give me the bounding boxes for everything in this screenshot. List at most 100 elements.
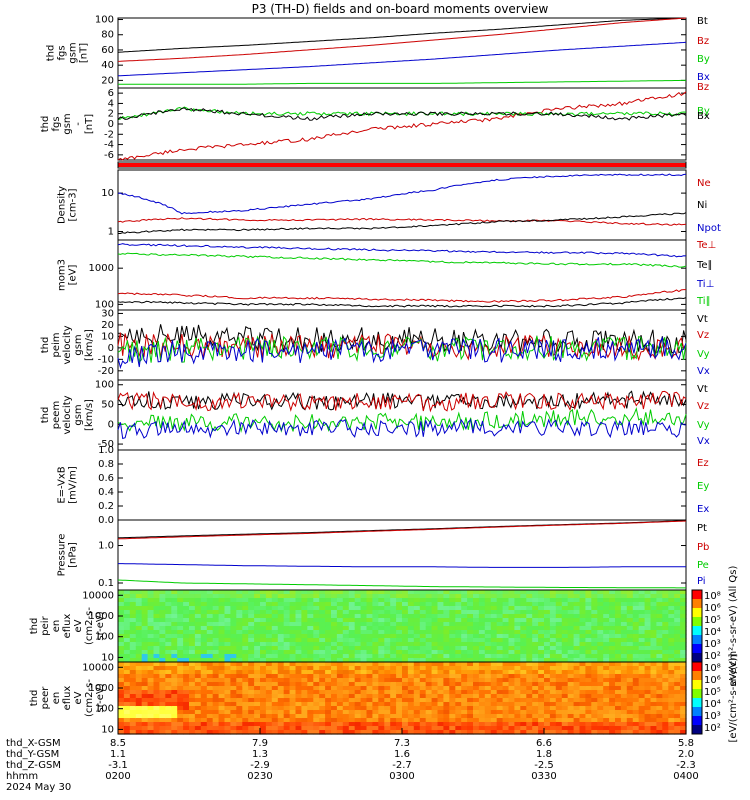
spectrogram-cell	[549, 666, 557, 671]
spectrogram-cell	[301, 602, 308, 607]
spectrogram-cell	[644, 618, 652, 623]
spectrogram-cell	[165, 718, 172, 723]
spectrogram-cell	[425, 674, 433, 679]
spectrogram-cell	[230, 594, 237, 599]
spectrogram-cell	[319, 598, 326, 603]
spectrogram-cell	[384, 630, 391, 635]
spectrogram-cell	[224, 678, 231, 683]
spectrogram-cell	[532, 642, 539, 647]
spectrogram-cell	[455, 682, 462, 687]
spectrogram-cell	[461, 722, 468, 727]
spectrogram-cell	[183, 602, 190, 607]
spectrogram-cell	[354, 690, 362, 695]
spectrogram-cell	[354, 718, 362, 723]
spectrogram-cell	[378, 662, 385, 667]
spectrogram-cell	[307, 714, 314, 719]
colorbar-tick-label: 10⁸	[704, 663, 721, 674]
colorbar-segment	[692, 599, 702, 609]
spectrogram-cell	[461, 614, 468, 619]
spectrogram-cell	[662, 726, 669, 731]
spectrogram-cell	[425, 646, 433, 651]
spectrogram-cell	[508, 674, 515, 679]
spectrogram-cell	[189, 642, 196, 647]
spectrogram-cell	[579, 634, 586, 639]
spectrogram-cell	[526, 650, 533, 655]
spectrogram-cell	[449, 646, 456, 651]
spectrogram-cell	[384, 666, 391, 671]
spectrogram-cell	[402, 614, 409, 619]
spectrogram-cell	[212, 630, 220, 635]
spectrogram-cell	[135, 650, 143, 655]
spectrogram-cell	[538, 690, 545, 695]
colorbar-segment	[692, 626, 702, 636]
spectrogram-cell	[118, 598, 125, 603]
spectrogram-cell	[437, 590, 444, 595]
spectrogram-cell	[153, 730, 160, 735]
spectrogram-cell	[123, 706, 131, 711]
spectrogram-cell	[484, 634, 492, 639]
spectrogram-cell	[626, 710, 634, 715]
spectrogram-cell	[561, 658, 569, 663]
spectrogram-cell	[372, 674, 379, 679]
spectrogram-cell	[384, 590, 391, 595]
spectrogram-cell	[609, 642, 616, 647]
spectrogram-cell	[650, 694, 657, 699]
spectrogram-cell	[407, 686, 415, 691]
spectrogram-cell	[206, 622, 214, 627]
spectrogram-cell	[609, 650, 616, 655]
spectrogram-cell	[579, 646, 586, 651]
spectrogram-cell	[603, 626, 610, 631]
spectrogram-cell	[591, 678, 598, 683]
spectrogram-cell	[129, 618, 137, 623]
spectrogram-cell	[283, 662, 291, 667]
spectrogram-cell	[478, 606, 486, 611]
spectrogram-cell	[372, 634, 379, 639]
spectrogram-cell	[473, 690, 480, 695]
spectrogram-cell	[372, 622, 379, 627]
spectrogram-cell	[271, 674, 279, 679]
spectrogram-cell	[366, 642, 373, 647]
spectrogram-cell	[490, 726, 498, 731]
spectrogram-cell	[461, 594, 468, 599]
spectrogram-cell	[372, 642, 379, 647]
spectrogram-cell	[301, 606, 308, 611]
spectrogram-cell	[502, 650, 510, 655]
spectrogram-cell	[224, 730, 231, 735]
spectrogram-cell	[467, 682, 474, 687]
spectrogram-cell	[325, 630, 332, 635]
spectrogram-cell	[194, 722, 202, 727]
spectrogram-cell	[674, 618, 681, 623]
spectrogram-cell	[573, 594, 581, 599]
spectrogram-cell	[591, 674, 598, 679]
spectrogram-cell	[378, 634, 385, 639]
spectrogram-cell	[526, 630, 533, 635]
spectrogram-cell	[449, 638, 456, 643]
spectrogram-cell	[194, 678, 202, 683]
spectrogram-cell	[129, 654, 137, 659]
legend-entry: By	[697, 106, 710, 117]
spectrogram-cell	[674, 658, 681, 663]
spectrogram-cell	[674, 726, 681, 731]
spectrogram-cell	[508, 670, 515, 675]
spectrogram-cell	[301, 642, 308, 647]
spectrogram-cell	[603, 590, 610, 595]
legend-entry: Bz	[697, 36, 709, 47]
spectrogram-cell	[342, 674, 350, 679]
spectrogram-cell	[467, 710, 474, 715]
legend-entry: Vx	[697, 436, 710, 447]
spectrogram-cell	[331, 650, 338, 655]
spectrogram-cell	[265, 638, 273, 643]
spectrogram-cell	[183, 730, 190, 735]
spectrogram-cell	[147, 726, 155, 731]
spectrogram-cell	[336, 614, 344, 619]
spectrogram-cell	[384, 726, 391, 731]
spectrogram-cell	[271, 710, 279, 715]
spectrogram-cell	[496, 690, 504, 695]
spectrogram-cell	[538, 698, 545, 703]
spectrogram-cell	[260, 606, 267, 611]
spectrogram-cell	[242, 666, 249, 671]
spectrogram-cell	[396, 602, 403, 607]
spectrogram-cell	[514, 634, 521, 639]
spectrogram-cell	[313, 698, 320, 703]
spectrogram-cell	[402, 714, 409, 719]
